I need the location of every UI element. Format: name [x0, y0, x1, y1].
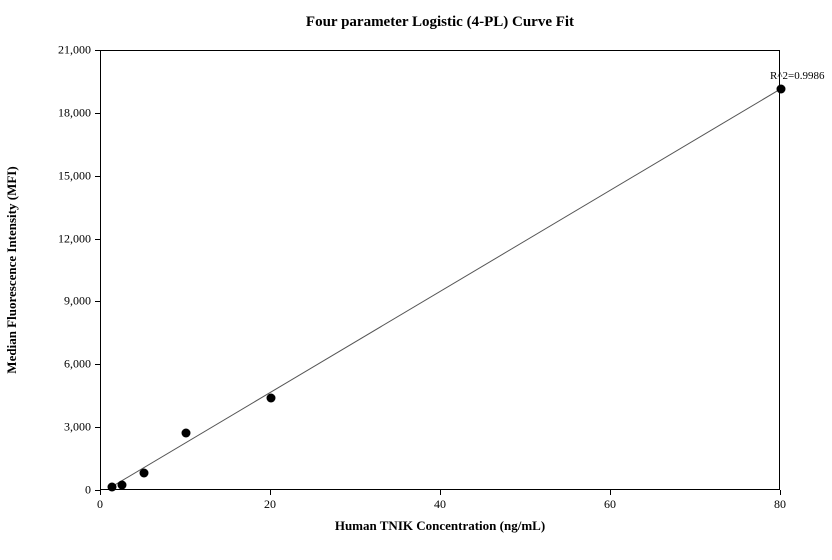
chart-container: Four parameter Logistic (4-PL) Curve Fit… [0, 0, 832, 560]
data-point [777, 84, 786, 93]
y-tick-mark [95, 50, 100, 51]
x-tick-mark [780, 490, 781, 495]
y-tick-label: 18,000 [0, 105, 91, 120]
data-point [107, 482, 116, 491]
x-tick-mark [610, 490, 611, 495]
fit-line [112, 89, 781, 487]
data-point [267, 393, 276, 402]
data-point [182, 429, 191, 438]
data-point [118, 480, 127, 489]
y-axis-label: Median Fluorescence Intensity (MFI) [4, 166, 20, 373]
chart-title: Four parameter Logistic (4-PL) Curve Fit [100, 14, 780, 31]
y-tick-label: 15,000 [0, 168, 91, 183]
x-tick-mark [440, 490, 441, 495]
y-tick-label: 6,000 [0, 357, 91, 372]
x-tick-label: 0 [97, 497, 103, 512]
y-tick-label: 12,000 [0, 231, 91, 246]
y-tick-mark [95, 176, 100, 177]
x-axis-label: Human TNIK Concentration (ng/mL) [335, 518, 545, 534]
x-tick-label: 80 [774, 497, 786, 512]
y-tick-label: 21,000 [0, 43, 91, 58]
x-tick-mark [100, 490, 101, 495]
y-tick-mark [95, 239, 100, 240]
data-point [139, 469, 148, 478]
y-tick-mark [95, 364, 100, 365]
plot-area [100, 50, 780, 490]
x-tick-label: 40 [434, 497, 446, 512]
y-tick-mark [95, 301, 100, 302]
x-tick-label: 20 [264, 497, 276, 512]
y-tick-label: 0 [0, 483, 91, 498]
y-tick-label: 9,000 [0, 294, 91, 309]
fit-line-svg [101, 51, 781, 491]
x-tick-label: 60 [604, 497, 616, 512]
y-tick-mark [95, 427, 100, 428]
y-tick-mark [95, 113, 100, 114]
y-tick-label: 3,000 [0, 420, 91, 435]
x-tick-mark [270, 490, 271, 495]
r-squared-annotation: R^2=0.9986 [770, 70, 824, 82]
